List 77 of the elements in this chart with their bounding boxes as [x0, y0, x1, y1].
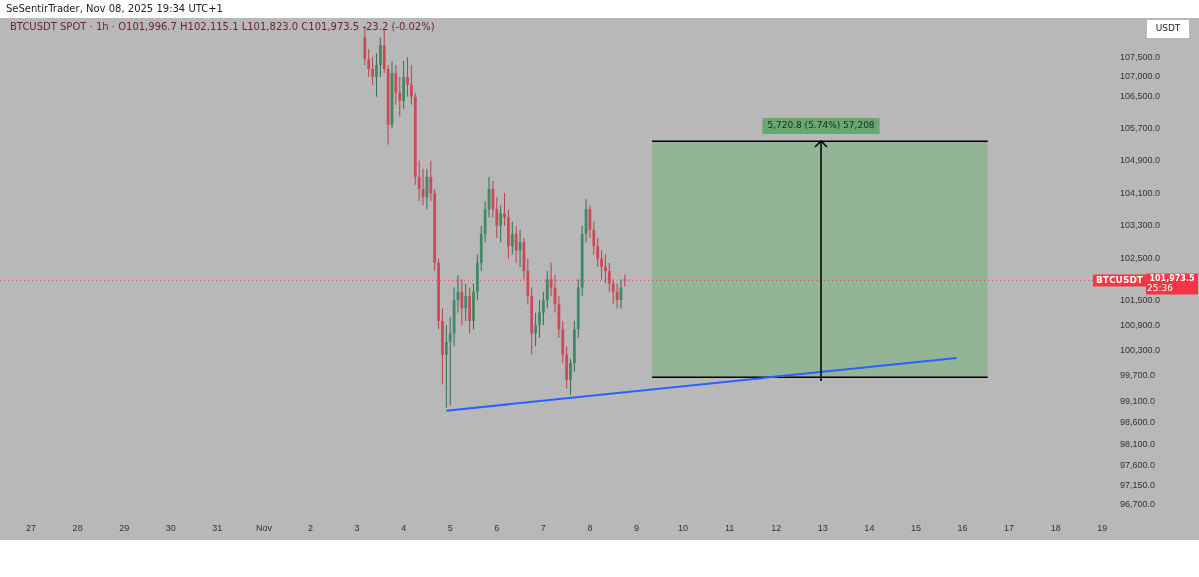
y-tick-label: 103,300.0 [1120, 220, 1161, 231]
y-tick-label: 104,100.0 [1120, 187, 1161, 198]
candlestick [534, 312, 537, 347]
y-tick-label: 99,100.0 [1120, 395, 1156, 406]
y-tick-label: 100,900.0 [1120, 319, 1161, 330]
y-tick-label: 98,600.0 [1120, 417, 1156, 428]
candlestick [460, 278, 464, 326]
x-tick-label: 29 [119, 522, 130, 533]
candlestick [623, 274, 627, 288]
ref-line-label: BTCUSDT [1095, 274, 1144, 285]
x-tick-label: 5 [447, 522, 453, 533]
chart-title: BTCUSDT SPOT · 1h · O101,996.7 H102,115.1 L101,823.0 C101,973.5 -23.2 (-0.02%) [10, 20, 435, 32]
annotation: 5,720.8 (5.74%) 57,208 [767, 120, 875, 131]
x-tick-label: 30 [165, 522, 176, 533]
text: USDT [1155, 23, 1181, 34]
y-tick-label: 97,150.0 [1120, 479, 1156, 490]
candlestick [541, 291, 545, 326]
candlestick [429, 160, 433, 202]
y-tick-label: 101,500.0 [1120, 294, 1161, 305]
x-tick-label: 6 [494, 522, 500, 533]
candlestick [596, 237, 600, 268]
text: SeSentirTrader, Nov 08, 2025 19:34 UTC+1 [6, 2, 223, 14]
y-tick-label: 106,500.0 [1120, 91, 1161, 102]
candlestick [402, 60, 406, 110]
x-tick-label: 2 [307, 522, 313, 533]
candlestick [569, 358, 572, 396]
x-tick-label: 16 [957, 522, 968, 533]
y-tick-label: 98,100.0 [1120, 438, 1156, 449]
candlestick [604, 254, 607, 284]
x-tick-label: 27 [26, 522, 37, 533]
x-tick-label: 14 [864, 522, 875, 533]
candlestick [499, 204, 503, 243]
candlestick [406, 56, 409, 98]
text: 101,973.5 [1149, 274, 1195, 284]
candlestick [444, 324, 448, 409]
candlestick [607, 262, 611, 293]
y-tick-label: 99,700.0 [1120, 370, 1156, 381]
candlestick [600, 249, 603, 280]
x-tick-label: Nov [255, 522, 273, 533]
candlestick [371, 56, 374, 86]
candlestick [503, 192, 506, 227]
candlestick [464, 282, 468, 322]
candlestick [514, 225, 518, 264]
candlestick [410, 64, 413, 106]
x-tick-label: 15 [910, 522, 921, 533]
y-tick-label: 107,500.0 [1120, 51, 1161, 62]
x-tick-label: 18 [1050, 522, 1061, 533]
candlestick [375, 52, 378, 98]
x-tick-label: 4 [401, 522, 407, 533]
candlestick [611, 278, 615, 305]
candlestick [394, 64, 398, 106]
text: 25:36 [1147, 282, 1174, 293]
candlestick [367, 48, 371, 78]
candlestick [510, 221, 514, 255]
y-tick-label: 102,500.0 [1120, 253, 1161, 264]
candlestick [538, 299, 541, 339]
y-tick-label: 100,300.0 [1120, 344, 1161, 355]
x-tick-label: 10 [678, 522, 689, 533]
x-tick-label: 7 [540, 522, 546, 533]
y-tick-label: 104,900.0 [1120, 155, 1161, 166]
candlestick [545, 270, 549, 309]
y-tick-label: 105,700.0 [1120, 123, 1161, 134]
x-tick-label: 17 [1004, 522, 1015, 533]
y-tick-label: 96,700.0 [1120, 499, 1156, 510]
candlestick [417, 160, 421, 202]
x-tick-label: 8 [587, 522, 593, 533]
x-tick-label: 31 [212, 522, 223, 533]
x-tick-label: 9 [634, 522, 640, 533]
x-tick-label: 19 [1097, 522, 1108, 533]
candlestick [378, 37, 382, 78]
x-tick-label: 12 [771, 522, 782, 533]
x-tick-label: 11 [724, 522, 735, 533]
x-tick-label: 28 [72, 522, 83, 533]
x-tick-label: 13 [817, 522, 828, 533]
y-tick-label: 97,600.0 [1120, 460, 1156, 471]
y-tick-label: 107,000.0 [1120, 71, 1161, 82]
x-tick-label: 3 [354, 522, 360, 533]
